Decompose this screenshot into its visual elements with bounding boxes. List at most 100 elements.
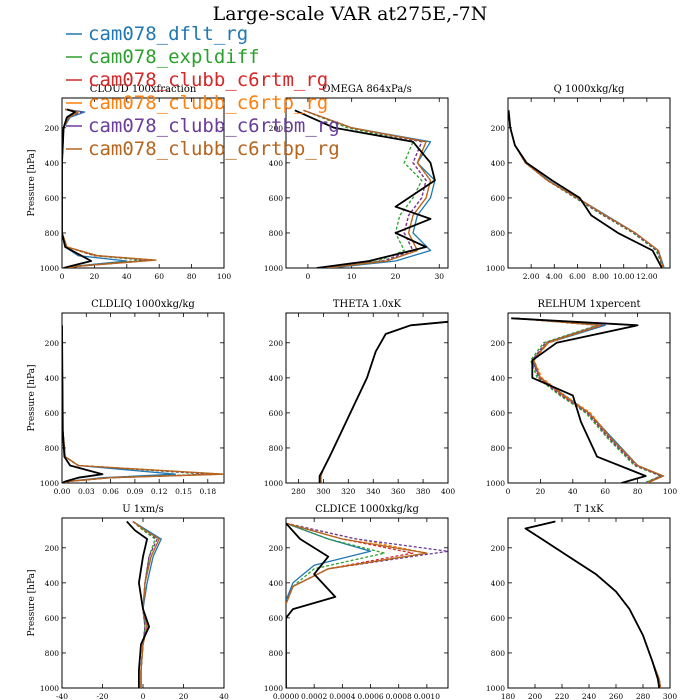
x-tick-label: 280 xyxy=(291,487,306,496)
panel-title: CLOUD 100xfraction xyxy=(90,84,197,95)
panel-4: THETA 1.0xK 200 400 600 800 1000 280 300 320 340 3… xyxy=(264,299,455,496)
x-tick-label: 2.00 xyxy=(523,272,540,281)
series-line-2 xyxy=(320,321,448,483)
series-line-3 xyxy=(516,317,665,483)
y-tick-label: 200 xyxy=(45,124,60,133)
series-line-2 xyxy=(62,325,217,483)
y-axis-label: Pressure [hPa] xyxy=(27,569,37,636)
panel-frame xyxy=(61,312,225,484)
panel-title: Q 1000xkg/kg xyxy=(554,84,625,95)
series-line-4 xyxy=(524,520,662,688)
series-line-4 xyxy=(62,325,217,483)
x-tick-label: 0.0004 xyxy=(329,692,355,700)
series-line-0 xyxy=(320,321,448,483)
series-group xyxy=(286,522,448,688)
y-tick-label: 800 xyxy=(45,444,60,453)
x-tick-label: 400 xyxy=(441,487,456,496)
legend-entry: cam078_clubb_c6rtp_rg xyxy=(88,92,328,114)
series-group xyxy=(294,109,436,268)
legend-entry: cam078_clubb_c6rtbp_rg xyxy=(88,138,340,160)
x-tick-label: 0.0008 xyxy=(386,692,412,700)
panel-6: U 1xm/s 200 400 600 800 1000-40 -20 0 20 40 Pressu… xyxy=(27,504,229,700)
y-tick-label: 200 xyxy=(269,544,284,553)
y-tick-label: 1000 xyxy=(486,479,505,488)
y-tick-label: 600 xyxy=(45,614,60,623)
x-tick-label: 340 xyxy=(366,487,381,496)
x-tick-label: 6.00 xyxy=(569,272,586,281)
y-tick-label: 800 xyxy=(269,229,284,238)
x-tick-label: 0.0006 xyxy=(357,692,383,700)
x-tick-label: 0.09 xyxy=(127,487,144,496)
x-tick-label: -40 xyxy=(56,692,68,700)
y-tick-label: 200 xyxy=(491,124,506,133)
series-line-4 xyxy=(303,109,427,268)
x-tick-label: 12.00 xyxy=(636,272,658,281)
x-tick-label: 40 xyxy=(568,487,578,496)
panel-title: U 1xm/s xyxy=(122,504,164,515)
panel-title: CLDLIQ 1000xkg/kg xyxy=(91,299,195,310)
series-line-1 xyxy=(516,317,661,483)
y-tick-label: 400 xyxy=(269,159,284,168)
panel-title: OMEGA 864xPa/s xyxy=(322,84,412,95)
x-tick-label: 80 xyxy=(633,487,643,496)
y-tick-label: 1000 xyxy=(264,264,283,273)
series-line-4 xyxy=(320,321,448,483)
y-tick-label: 400 xyxy=(269,374,284,383)
panel-frame xyxy=(285,97,449,269)
y-tick-label: 400 xyxy=(491,374,506,383)
x-tick-label: 20 xyxy=(391,272,401,281)
x-tick-label: 10 xyxy=(347,272,357,281)
series-line-reference xyxy=(286,522,337,688)
x-tick-label: 4.00 xyxy=(546,272,563,281)
x-tick-label: 0.18 xyxy=(199,487,216,496)
series-line-5 xyxy=(524,520,662,688)
series-line-5 xyxy=(320,321,448,483)
series-line-reference xyxy=(318,320,448,483)
series-line-0 xyxy=(62,325,177,483)
x-tick-label: 0.15 xyxy=(175,487,192,496)
series-line-reference xyxy=(508,110,663,268)
x-tick-label: 0.12 xyxy=(151,487,168,496)
series-line-2 xyxy=(516,317,663,483)
series-line-1 xyxy=(286,522,386,605)
y-tick-label: 200 xyxy=(269,124,284,133)
x-tick-label: 0 xyxy=(506,487,511,496)
y-tick-label: 1000 xyxy=(264,479,283,488)
x-tick-label: 0 xyxy=(60,272,65,281)
series-line-reference xyxy=(126,520,151,688)
series-line-4 xyxy=(286,522,448,605)
series-line-5 xyxy=(132,520,160,688)
y-tick-label: 600 xyxy=(491,614,506,623)
series-line-reference xyxy=(294,109,436,268)
legend-entry: cam078_dflt_rg xyxy=(88,23,248,45)
series-line-5 xyxy=(286,522,428,605)
series-line-2 xyxy=(524,520,662,688)
legend-entry: cam078_clubb_c6rtm_rg xyxy=(88,69,328,91)
x-tick-label: 260 xyxy=(609,692,624,700)
x-tick-label: 40 xyxy=(219,692,229,700)
series-line-5 xyxy=(516,317,665,483)
series-line-1 xyxy=(62,325,209,483)
y-tick-label: 200 xyxy=(491,339,506,348)
y-tick-label: 800 xyxy=(491,649,506,658)
y-tick-label: 600 xyxy=(269,194,284,203)
x-tick-label: 0 xyxy=(306,272,311,281)
y-tick-label: 800 xyxy=(491,229,506,238)
y-axis-label: Pressure [hPa] xyxy=(27,364,37,431)
y-tick-label: 400 xyxy=(45,374,60,383)
x-tick-label: 60 xyxy=(154,272,164,281)
y-tick-label: 600 xyxy=(491,194,506,203)
y-tick-label: 200 xyxy=(45,544,60,553)
x-tick-label: 280 xyxy=(636,692,651,700)
x-tick-label: 30 xyxy=(434,272,444,281)
panel-frame xyxy=(507,517,671,689)
y-tick-label: 600 xyxy=(45,194,60,203)
series-line-3 xyxy=(524,520,662,688)
y-tick-label: 600 xyxy=(269,614,284,623)
legend: cam078_dflt_rgcam078_expldiffcam078_club… xyxy=(66,23,340,160)
